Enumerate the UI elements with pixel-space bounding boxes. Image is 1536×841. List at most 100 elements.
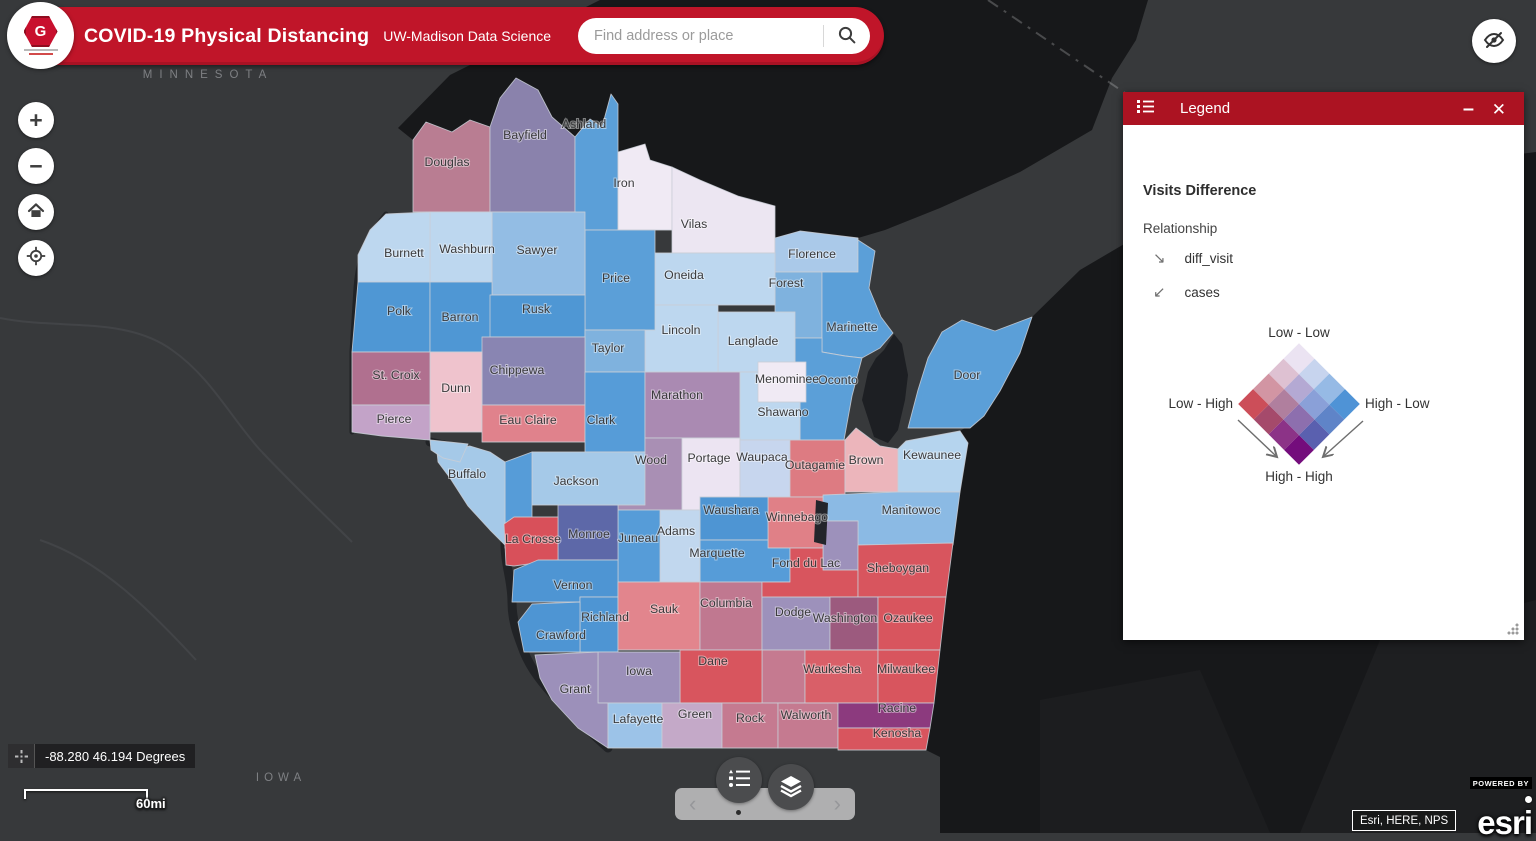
county-label: Fond du Lac <box>772 556 840 570</box>
legend-relationship-label: Relationship <box>1143 221 1218 236</box>
county-waukesha[interactable] <box>804 649 879 704</box>
legend-toggle-button[interactable] <box>716 757 762 803</box>
county-menominee[interactable] <box>757 361 807 403</box>
arrow-southeast-icon: ↘ <box>1153 250 1166 267</box>
county-label: Price <box>602 271 630 285</box>
green-bay <box>862 334 908 443</box>
county-rock[interactable] <box>721 702 779 749</box>
county-la-crosse[interactable] <box>503 516 559 567</box>
county-label: Kenosha <box>873 726 922 740</box>
scale-label: 60mi <box>136 796 166 811</box>
widget-carousel: ‹ › <box>675 788 855 820</box>
legend-layer-label: diff_visit <box>1184 251 1233 266</box>
county-kenosha[interactable] <box>837 727 931 751</box>
county-label: Forest <box>769 276 804 290</box>
county-sauk[interactable] <box>617 581 701 651</box>
coordinates-widget[interactable]: -88.280 46.194 Degrees <box>8 744 196 768</box>
legend-minimize-button[interactable]: – <box>1457 94 1480 124</box>
county-label: Taylor <box>592 341 625 355</box>
panel-resize-handle[interactable] <box>1506 622 1520 636</box>
county-label: Buffalo <box>448 467 486 481</box>
county-label: Door <box>954 368 981 382</box>
legend-layer-label: cases <box>1184 285 1220 300</box>
county-label: Oneida <box>664 268 704 282</box>
county-label: Vilas <box>681 217 707 231</box>
county-label: Oconto <box>818 373 858 387</box>
county-label: Crawford <box>536 628 586 642</box>
county-clark[interactable] <box>584 371 646 453</box>
county-marathon[interactable] <box>644 371 741 439</box>
carousel-prev-button[interactable]: ‹ <box>683 790 702 818</box>
county-label: Ozaukee <box>883 611 932 625</box>
map-attribution: Esri, HERE, NPS <box>1352 810 1457 831</box>
home-button[interactable] <box>18 194 54 230</box>
home-icon <box>27 199 45 226</box>
layers-button[interactable] <box>768 764 814 810</box>
county-label: Dunn <box>441 381 471 395</box>
lake-texture <box>1040 670 1270 833</box>
county-label: Walworth <box>781 708 832 722</box>
county-buffalo[interactable] <box>436 445 506 546</box>
county-label: Columbia <box>700 596 752 610</box>
county-label: Grant <box>560 682 591 696</box>
legend-close-button[interactable]: ✕ <box>1486 95 1512 125</box>
powered-by-label: POWERED BY <box>1469 777 1532 789</box>
county-label: Menominee <box>755 372 819 386</box>
county-juneau[interactable] <box>617 509 661 583</box>
county-richland[interactable] <box>579 596 619 653</box>
legend-list-icon <box>1137 99 1154 119</box>
county-label: Washburn <box>439 242 495 256</box>
diamond-label-bottom: High - High <box>1265 469 1333 484</box>
county-label: Richland <box>581 610 629 624</box>
legend-panel-header[interactable]: Legend – ✕ <box>1123 92 1524 125</box>
county-label: Iron <box>613 176 634 190</box>
county-milwaukee[interactable] <box>877 649 941 704</box>
county-label: Adams <box>657 524 695 538</box>
county-area[interactable] <box>761 649 806 704</box>
county-door[interactable] <box>907 316 1033 429</box>
county-label: Pierce <box>377 412 412 426</box>
county-label: Clark <box>587 413 617 427</box>
county-label: Monroe <box>568 527 610 541</box>
county-waupaca[interactable] <box>739 439 791 498</box>
county-columbia[interactable] <box>699 581 763 651</box>
county-label: Outagamie <box>785 458 845 472</box>
zoom-out-button[interactable]: − <box>18 148 54 184</box>
search-button[interactable] <box>824 18 870 54</box>
county-label: Marinette <box>826 320 877 334</box>
search-input[interactable] <box>578 28 823 44</box>
locate-icon <box>26 245 46 272</box>
county-label: Shawano <box>757 405 808 419</box>
search-divider <box>823 25 824 47</box>
app-logo[interactable]: G <box>7 2 74 69</box>
zoom-in-button[interactable]: + <box>18 102 54 138</box>
county-area[interactable] <box>429 439 469 463</box>
county-label: Waukesha <box>803 662 861 676</box>
county-crawford[interactable] <box>517 601 581 653</box>
county-label: Washington <box>813 611 878 625</box>
region-label: IOWA <box>256 772 306 784</box>
county-lincoln[interactable] <box>644 304 719 373</box>
county-label: Sawyer <box>516 243 557 257</box>
crosshair-icon <box>8 744 35 768</box>
carousel-next-button[interactable]: › <box>828 790 847 818</box>
county-label: Marquette <box>689 546 745 560</box>
county-label: Bayfield <box>503 128 547 142</box>
county-label: Douglas <box>424 155 469 169</box>
county-label: Lincoln <box>662 323 701 337</box>
county-label: Langlade <box>728 334 779 348</box>
diamond-label-left: Low - High <box>1168 396 1233 411</box>
road <box>261 451 353 543</box>
county-label: Sauk <box>650 602 679 616</box>
locate-button[interactable] <box>18 240 54 276</box>
county-label: Green <box>678 707 712 721</box>
diamond-label-top: Low - Low <box>1268 325 1330 340</box>
county-pierce[interactable] <box>351 404 431 441</box>
county-label: Winnebago <box>766 510 828 524</box>
county-label: Lafayette <box>613 712 664 726</box>
county-label: St. Croix <box>372 368 420 382</box>
plus-icon: + <box>29 106 43 133</box>
logo-hexagon-icon: G <box>23 16 58 47</box>
arrow-southwest-icon: ↙ <box>1153 284 1166 301</box>
hide-ui-button[interactable] <box>1472 19 1516 63</box>
